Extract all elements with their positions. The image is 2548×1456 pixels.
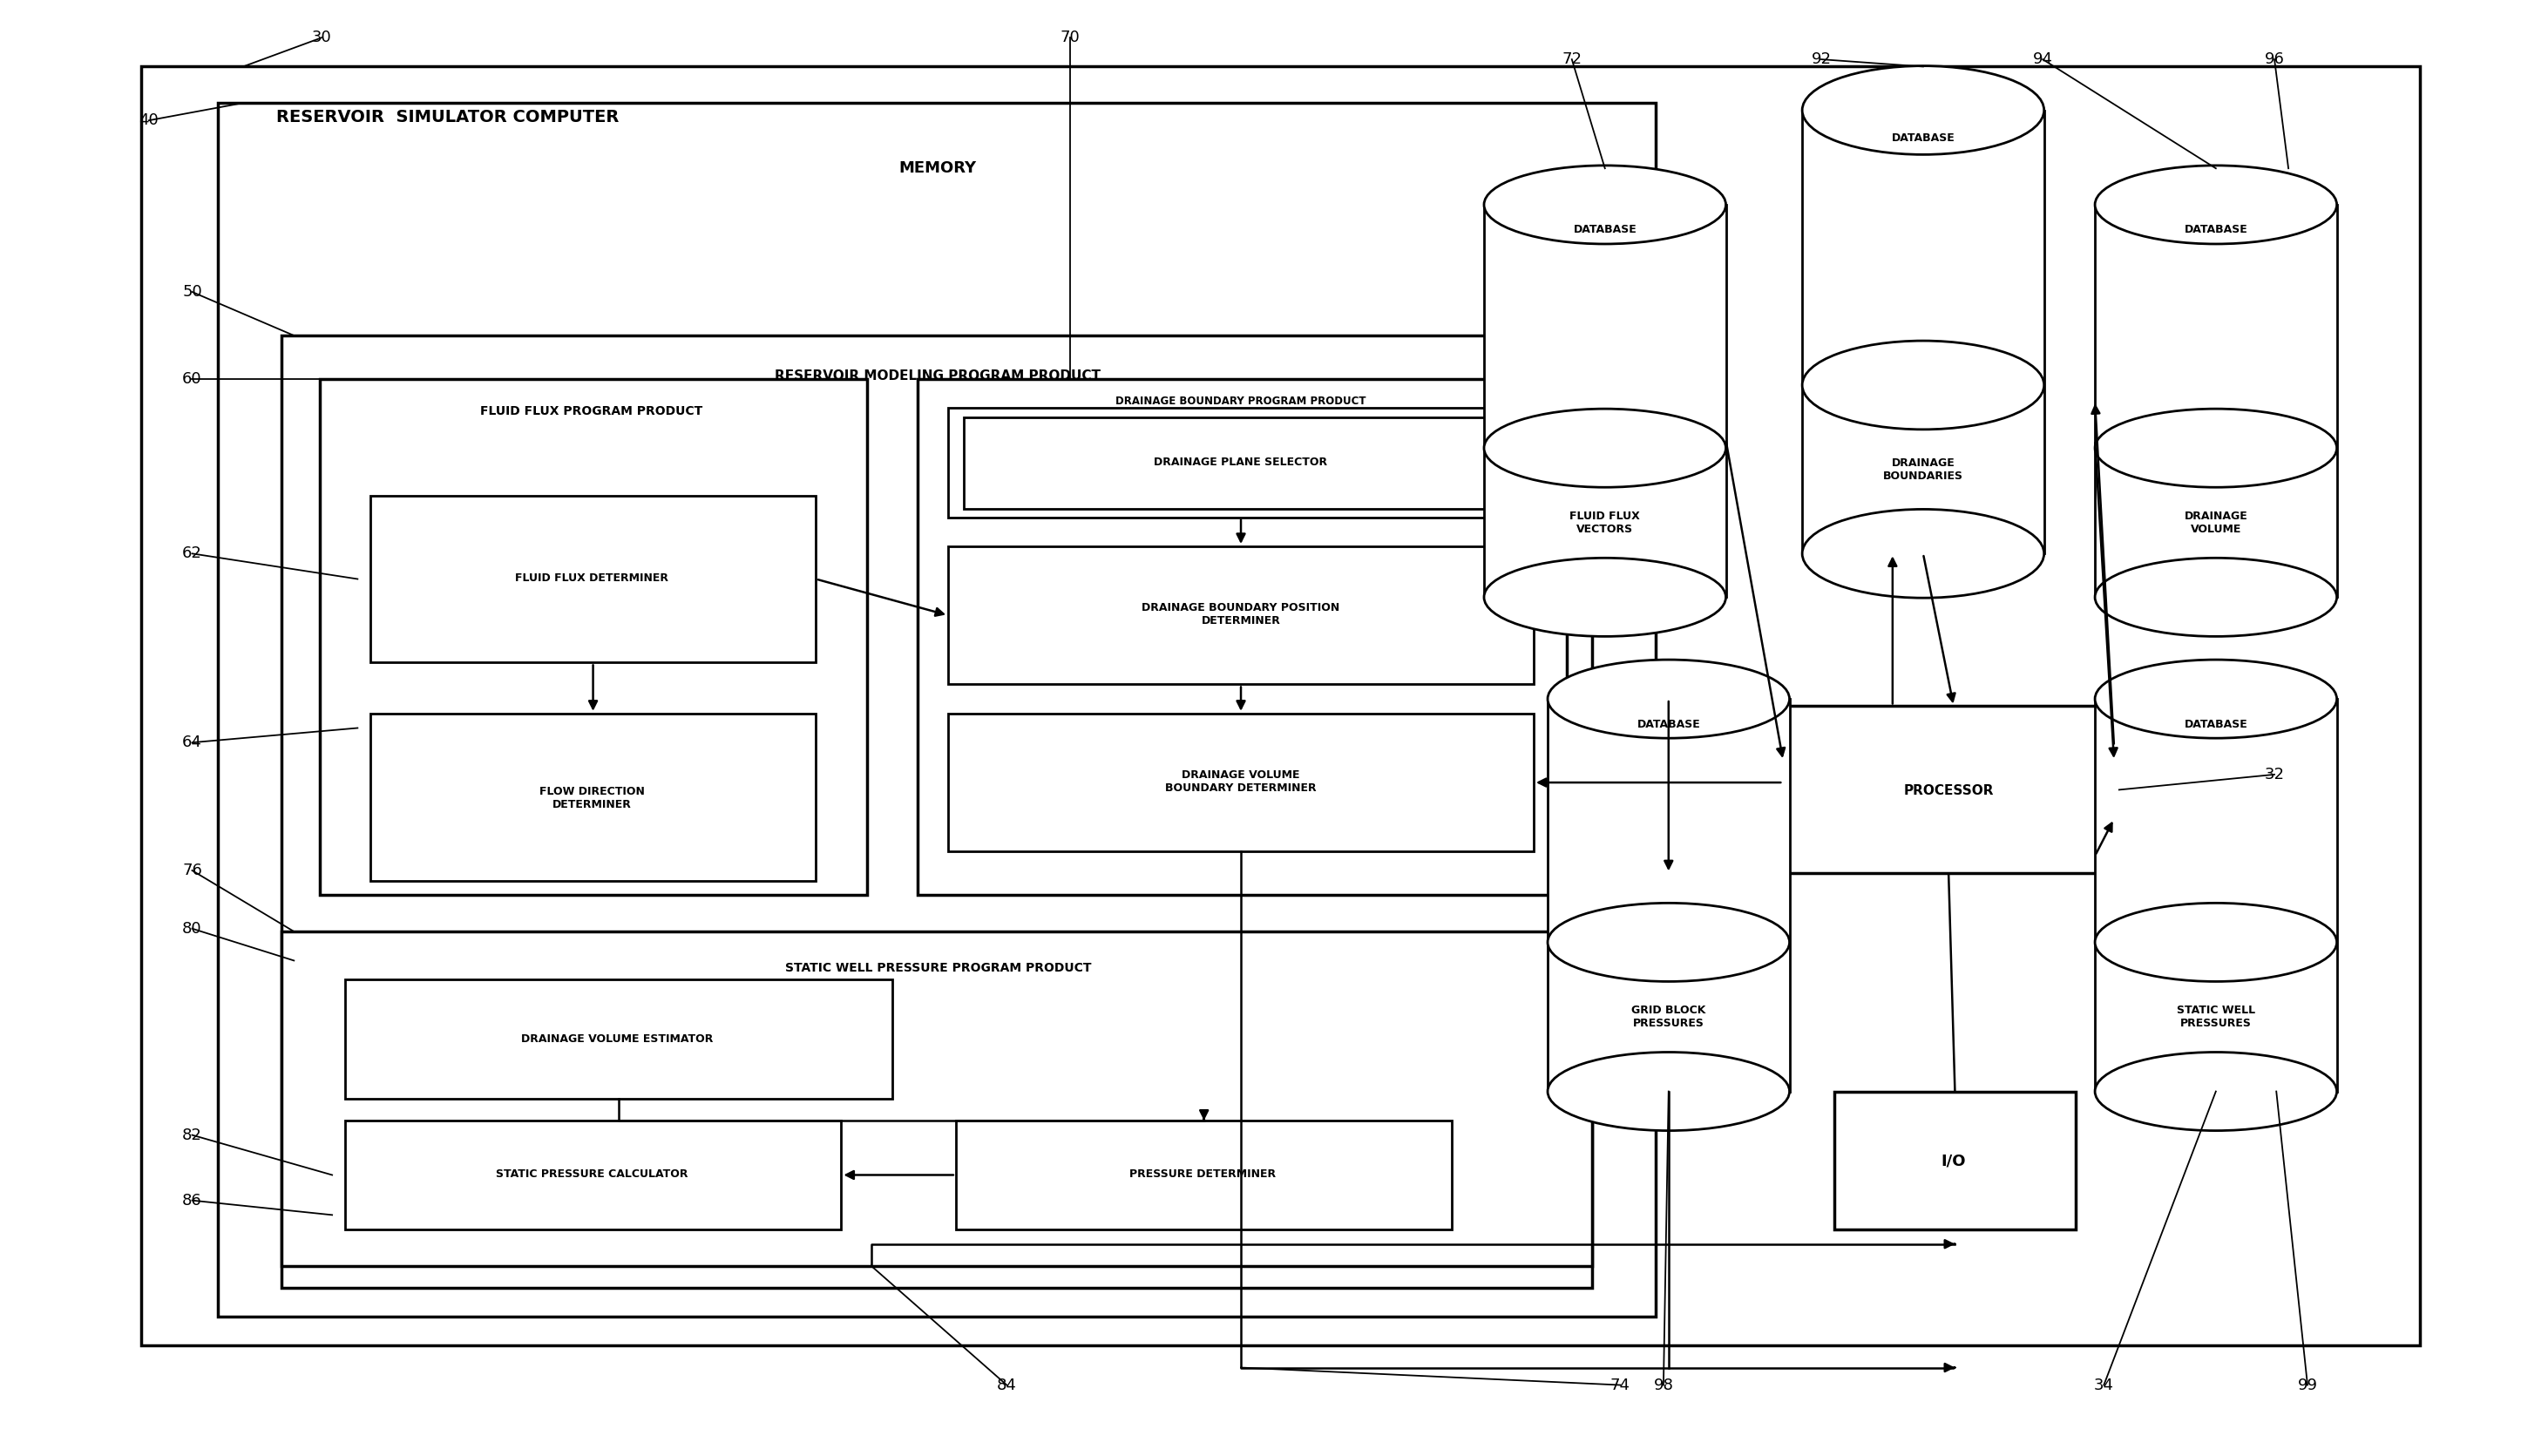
FancyBboxPatch shape: [344, 1121, 841, 1229]
Polygon shape: [1483, 205, 1725, 597]
Text: DATABASE: DATABASE: [2184, 224, 2247, 236]
Text: I/O: I/O: [1942, 1153, 1967, 1169]
Text: 40: 40: [140, 112, 158, 128]
Polygon shape: [1801, 111, 2043, 553]
Text: 84: 84: [996, 1377, 1017, 1393]
Text: DRAINAGE VOLUME ESTIMATOR: DRAINAGE VOLUME ESTIMATOR: [522, 1034, 713, 1045]
Text: FLUID FLUX DETERMINER: FLUID FLUX DETERMINER: [515, 572, 668, 584]
FancyBboxPatch shape: [369, 495, 815, 662]
Ellipse shape: [1547, 903, 1789, 981]
Text: RESERVOIR MODELING PROGRAM PRODUCT: RESERVOIR MODELING PROGRAM PRODUCT: [775, 370, 1101, 383]
FancyBboxPatch shape: [217, 103, 1656, 1316]
Text: DRAINAGE
BOUNDARIES: DRAINAGE BOUNDARIES: [1883, 457, 1962, 482]
Text: 62: 62: [181, 546, 201, 562]
Ellipse shape: [1801, 341, 2043, 430]
Ellipse shape: [2094, 558, 2337, 636]
Text: PRESSURE DETERMINER: PRESSURE DETERMINER: [1129, 1169, 1277, 1179]
Text: 94: 94: [2033, 51, 2054, 67]
Text: 82: 82: [181, 1127, 201, 1143]
Ellipse shape: [1483, 166, 1725, 245]
Text: FLOW DIRECTION
DETERMINER: FLOW DIRECTION DETERMINER: [540, 786, 645, 810]
FancyBboxPatch shape: [369, 713, 815, 881]
Ellipse shape: [1483, 409, 1725, 488]
Ellipse shape: [1547, 1053, 1789, 1131]
Text: FLUID FLUX
VECTORS: FLUID FLUX VECTORS: [1570, 511, 1641, 534]
FancyBboxPatch shape: [140, 67, 2421, 1345]
Ellipse shape: [2094, 409, 2337, 488]
Text: 74: 74: [1610, 1377, 1631, 1393]
Ellipse shape: [1483, 558, 1725, 636]
Text: 34: 34: [2094, 1377, 2115, 1393]
Ellipse shape: [2094, 903, 2337, 981]
Text: 80: 80: [183, 920, 201, 936]
Text: MEMORY: MEMORY: [899, 160, 976, 176]
Text: 60: 60: [183, 371, 201, 387]
Text: 96: 96: [2265, 51, 2286, 67]
FancyBboxPatch shape: [1835, 1092, 2077, 1229]
FancyBboxPatch shape: [1784, 706, 2115, 874]
Text: GRID BLOCK
PRESSURES: GRID BLOCK PRESSURES: [1631, 1005, 1705, 1029]
Text: STATIC PRESSURE CALCULATOR: STATIC PRESSURE CALCULATOR: [497, 1169, 688, 1179]
FancyBboxPatch shape: [948, 408, 1534, 517]
FancyBboxPatch shape: [280, 932, 1592, 1265]
Ellipse shape: [1547, 660, 1789, 738]
Polygon shape: [2094, 205, 2337, 597]
Text: 32: 32: [2265, 767, 2286, 782]
FancyBboxPatch shape: [956, 1121, 1452, 1229]
Ellipse shape: [2094, 660, 2337, 738]
Text: DRAINAGE BOUNDARY PROGRAM PRODUCT: DRAINAGE BOUNDARY PROGRAM PRODUCT: [1116, 395, 1366, 406]
FancyBboxPatch shape: [344, 980, 892, 1099]
Text: DATABASE: DATABASE: [1572, 224, 1636, 236]
Polygon shape: [1547, 699, 1789, 1092]
Ellipse shape: [2094, 1053, 2337, 1131]
Text: DATABASE: DATABASE: [1891, 132, 1954, 144]
Text: 30: 30: [311, 29, 331, 45]
FancyBboxPatch shape: [280, 335, 1592, 1287]
Text: 86: 86: [183, 1192, 201, 1208]
Text: STATIC WELL PRESSURE PROGRAM PRODUCT: STATIC WELL PRESSURE PROGRAM PRODUCT: [785, 962, 1091, 974]
Polygon shape: [2094, 699, 2337, 1092]
Text: DATABASE: DATABASE: [1636, 719, 1700, 729]
Text: 64: 64: [181, 735, 201, 750]
Text: DRAINAGE PLANE SELECTOR: DRAINAGE PLANE SELECTOR: [1154, 456, 1328, 467]
Text: PROCESSOR: PROCESSOR: [1903, 783, 1993, 796]
Text: DRAINAGE BOUNDARY POSITION
DETERMINER: DRAINAGE BOUNDARY POSITION DETERMINER: [1142, 603, 1340, 628]
FancyBboxPatch shape: [917, 379, 1567, 895]
Text: 92: 92: [1812, 51, 1832, 67]
FancyBboxPatch shape: [963, 416, 1519, 508]
Ellipse shape: [1801, 510, 2043, 598]
Text: RESERVOIR  SIMULATOR COMPUTER: RESERVOIR SIMULATOR COMPUTER: [275, 109, 619, 125]
Ellipse shape: [2094, 166, 2337, 245]
Text: 98: 98: [1654, 1377, 1674, 1393]
Text: 50: 50: [183, 284, 201, 300]
Text: STATIC WELL
PRESSURES: STATIC WELL PRESSURES: [2176, 1005, 2255, 1029]
Text: DATABASE: DATABASE: [2184, 719, 2247, 729]
Text: DRAINAGE VOLUME
BOUNDARY DETERMINER: DRAINAGE VOLUME BOUNDARY DETERMINER: [1164, 770, 1317, 794]
FancyBboxPatch shape: [948, 546, 1534, 684]
FancyBboxPatch shape: [948, 713, 1534, 852]
Text: 70: 70: [1060, 29, 1080, 45]
Text: 99: 99: [2298, 1377, 2319, 1393]
Text: FLUID FLUX PROGRAM PRODUCT: FLUID FLUX PROGRAM PRODUCT: [482, 405, 703, 418]
FancyBboxPatch shape: [318, 379, 866, 895]
Ellipse shape: [1801, 66, 2043, 154]
Text: 76: 76: [181, 862, 201, 878]
Text: 72: 72: [1562, 51, 1582, 67]
Text: DRAINAGE
VOLUME: DRAINAGE VOLUME: [2184, 511, 2247, 534]
